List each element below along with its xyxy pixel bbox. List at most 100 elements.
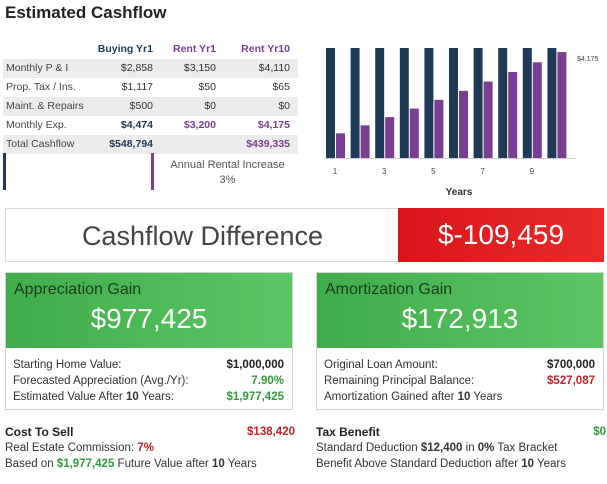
- detail-row: Forecasted Appreciation (Avg./Yr): 7.90%: [13, 373, 284, 389]
- commission-label: Real Estate Commission:: [5, 442, 138, 454]
- amortization-gain-value: $172,913: [401, 303, 519, 334]
- row-label: Monthly P & I: [6, 62, 69, 74]
- standard-deduction-value: $12,400: [420, 442, 463, 454]
- cell-rent1: $0: [204, 100, 216, 112]
- chart-bar-series1: [375, 48, 385, 158]
- benefit-above-row: Benefit Above Standard Deduction after 1…: [316, 458, 567, 470]
- detail-row: Starting Home Value: $1,000,000: [13, 357, 284, 373]
- chart-bar-series1: [449, 48, 458, 158]
- chart-tick-label: 7: [480, 167, 485, 176]
- estimated-value-label: Estimated Value After 10 Years:: [13, 391, 174, 403]
- estimated-value: $1,977,425: [226, 391, 284, 403]
- header-buying-yr1: Buying Yr1: [97, 43, 153, 55]
- cashflow-difference-value: $-109,459: [437, 219, 565, 250]
- chart-x-label: Years: [446, 187, 473, 198]
- annual-rental-increase-value: 3%: [219, 174, 236, 186]
- chart-bar-series2: [459, 90, 468, 158]
- table-row: Prop. Tax / Ins. $1,117 $50 $65: [3, 78, 298, 97]
- chart-bar-series2: [532, 62, 542, 158]
- chart-bar-series2: [557, 52, 567, 159]
- table-row: Monthly Exp. $4,474 $3,200 $4,175: [3, 116, 298, 135]
- table-row: Maint. & Repairs $500 $0 $0: [3, 97, 298, 116]
- future-value: $1,977,425: [56, 458, 115, 470]
- table-row: Monthly P & I $2,858 $3,150 $4,110: [3, 59, 298, 78]
- chart-bar-series1: [522, 48, 532, 158]
- cell-rent1: $3,150: [183, 62, 216, 74]
- chart-bar-series1: [498, 48, 508, 158]
- detail-row: Remaining Principal Balance: $527,087: [324, 373, 595, 389]
- amortization-gain-title: Amortization Gain: [325, 281, 453, 298]
- forecast-appreciation-value: 7.90%: [251, 375, 284, 387]
- row-label: Maint. & Repairs: [6, 100, 84, 112]
- rent-marker: [151, 153, 154, 190]
- total-rent10: $439,335: [246, 138, 290, 150]
- chart-annotation-end: $4,175: [577, 56, 599, 63]
- cell-rent1: $50: [198, 81, 216, 93]
- cost-to-sell-title: Cost To Sell: [5, 425, 74, 439]
- starting-home-value: $1,000,000: [226, 359, 284, 371]
- page-title: Estimated Cashflow: [5, 3, 167, 22]
- appreciation-gain-header: Appreciation Gain $977,425: [6, 273, 292, 348]
- remaining-principal-label: Remaining Principal Balance:: [324, 375, 475, 387]
- tax-benefit-amount: $0: [593, 426, 606, 438]
- total-buy: $548,794: [109, 138, 153, 150]
- section-header: Cost To Sell $138,420: [5, 424, 295, 440]
- cell-buy: $4,474: [120, 119, 153, 131]
- chart-bar-series2: [409, 108, 419, 158]
- chart-bar-series1: [350, 48, 360, 158]
- cashflow-table: Buying Yr1 Rent Yr1 Rent Yr10 Monthly P …: [3, 40, 298, 154]
- amortization-gain-header: Amortization Gain $172,913: [317, 273, 603, 348]
- row-label: Prop. Tax / Ins.: [6, 81, 76, 93]
- total-label: Total Cashflow: [6, 138, 75, 150]
- chart-bar-series1: [399, 48, 409, 158]
- chart-bar-series1: [424, 48, 434, 158]
- cell-rent10: $0: [278, 100, 290, 112]
- cell-buy: $500: [129, 100, 153, 112]
- tax-benefit-section: Tax Benefit $0 Standard Deduction $12,40…: [316, 424, 606, 472]
- based-on-row: Based on $1,977,425 Future Value after 1…: [5, 458, 257, 470]
- chart-bar-series2: [336, 133, 345, 158]
- header-rent-yr1: Rent Yr1: [173, 43, 216, 55]
- forecast-appreciation-label: Forecasted Appreciation (Avg./Yr):: [13, 375, 189, 387]
- remaining-principal-value: $527,087: [547, 375, 595, 387]
- section-header: Tax Benefit $0: [316, 424, 606, 440]
- chart-bar-series2: [508, 72, 518, 158]
- annual-rental-increase: Annual Rental Increase 3%: [160, 158, 295, 188]
- cell-rent10: $4,110: [258, 62, 290, 74]
- cost-to-sell-amount: $138,420: [247, 426, 295, 438]
- row-label: Monthly Exp.: [6, 119, 67, 131]
- appreciation-gain-title: Appreciation Gain: [14, 281, 142, 298]
- amortization-details: Original Loan Amount: $700,000 Remaining…: [324, 357, 595, 405]
- chart-tick-label: 9: [530, 167, 535, 176]
- tax-benefit-title: Tax Benefit: [316, 425, 380, 439]
- cell-buy: $2,858: [120, 62, 153, 74]
- header-rent-yr10: Rent Yr10: [241, 43, 290, 55]
- appreciation-details: Starting Home Value: $1,000,000 Forecast…: [13, 357, 284, 405]
- chart-bar-series2: [385, 117, 395, 158]
- detail-row: Amortization Gained after 10 Years: [324, 389, 595, 405]
- original-loan-label: Original Loan Amount:: [324, 359, 438, 371]
- original-loan-value: $700,000: [547, 359, 595, 371]
- detail-row: Estimated Value After 10 Years: $1,977,4…: [13, 389, 284, 405]
- cell-rent10: $65: [272, 81, 290, 93]
- table-header-row: Buying Yr1 Rent Yr1 Rent Yr10: [3, 40, 298, 59]
- detail-row: Original Loan Amount: $700,000: [324, 357, 595, 373]
- chart-bar-series1: [547, 48, 557, 158]
- cell-rent10: $4,175: [257, 119, 290, 131]
- commission-value: 7%: [137, 442, 154, 454]
- chart-bar-series2: [434, 99, 444, 158]
- chart-tick-label: 1: [333, 167, 338, 176]
- amortization-gain-card: Amortization Gain $172,913 Original Loan…: [316, 272, 604, 410]
- cashflow-difference-box: Cashflow Difference: [5, 208, 400, 262]
- chart-bar-series2: [360, 125, 370, 158]
- annual-rental-increase-label: Annual Rental Increase: [170, 159, 285, 171]
- chart-bar-series2: [483, 81, 493, 158]
- chart-bar-series1: [473, 48, 483, 158]
- tax-bracket-value: 0%: [477, 442, 495, 454]
- standard-deduction-row: Standard Deduction $12,400 in 0% Tax Bra…: [316, 442, 558, 454]
- amortization-gained-label: Amortization Gained after 10 Years: [324, 391, 503, 403]
- cell-rent1: $3,200: [183, 119, 216, 131]
- cashflow-difference-value-box: $-109,459: [398, 208, 604, 262]
- table-total-row: Total Cashflow $548,794 $439,335: [3, 135, 298, 154]
- commission-row: Real Estate Commission: 7%: [5, 440, 295, 456]
